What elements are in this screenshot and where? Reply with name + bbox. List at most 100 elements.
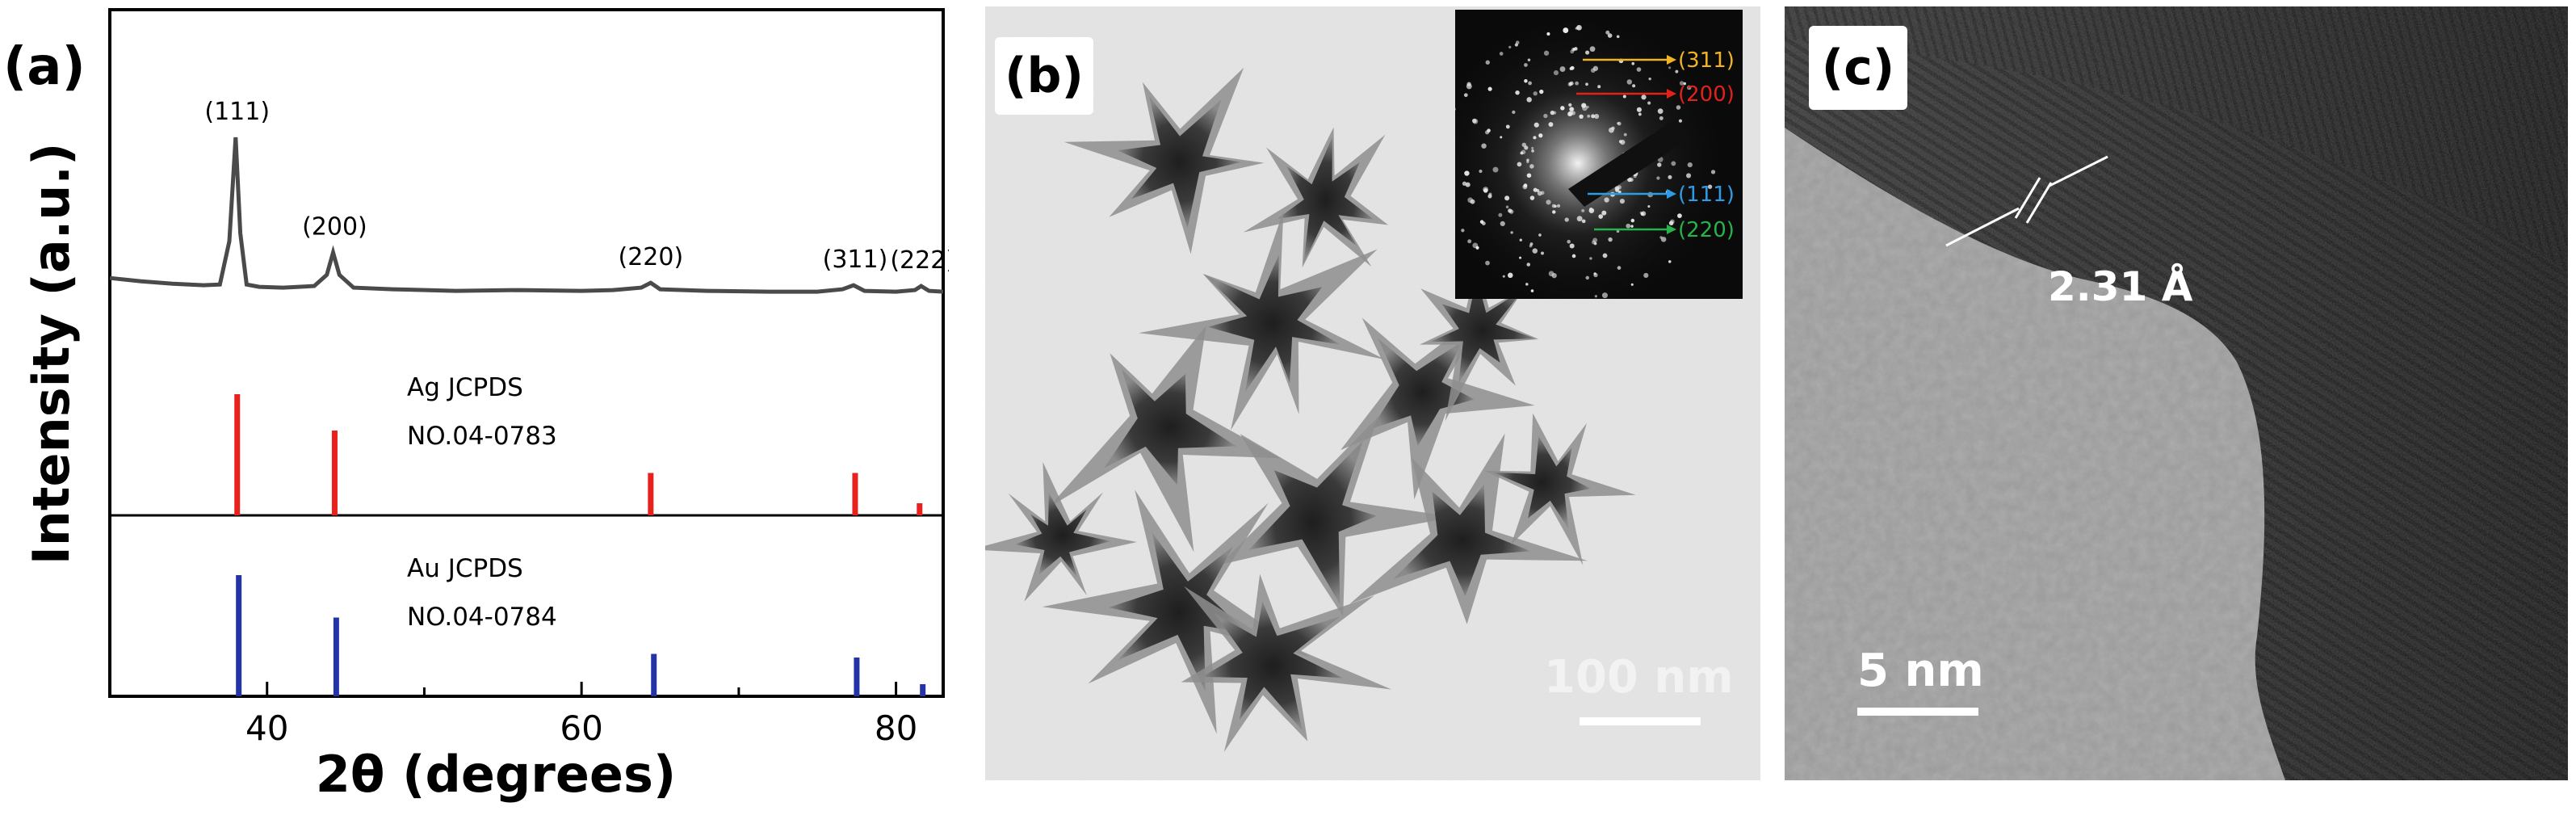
diffraction-spot bbox=[1647, 101, 1651, 105]
diffraction-spot bbox=[1668, 260, 1672, 263]
diffraction-spot bbox=[1527, 58, 1531, 61]
diffraction-spot bbox=[1500, 136, 1503, 139]
diffraction-spot bbox=[1648, 77, 1651, 81]
diffraction-spot bbox=[1576, 216, 1583, 222]
diffraction-spot bbox=[1483, 188, 1488, 193]
diffraction-spot bbox=[1515, 90, 1520, 95]
x-tick-label: 80 bbox=[875, 708, 917, 748]
diffraction-spot bbox=[1594, 295, 1597, 298]
panel-a-letter: (a) bbox=[3, 37, 86, 97]
reference-peak-bar bbox=[648, 473, 654, 515]
diffraction-spot bbox=[1479, 220, 1484, 224]
diffraction-spot bbox=[1533, 122, 1539, 128]
nanostar-core bbox=[1104, 369, 1236, 485]
diffraction-spot bbox=[1526, 160, 1529, 164]
diffraction-spot bbox=[1470, 199, 1475, 204]
diffraction-spot bbox=[1592, 240, 1596, 245]
diffraction-spot bbox=[1569, 81, 1574, 86]
diffraction-spot bbox=[1508, 208, 1512, 213]
diffraction-spot bbox=[1538, 233, 1542, 237]
diffraction-spot bbox=[1531, 149, 1534, 153]
nanostar-core bbox=[1277, 137, 1374, 263]
diffraction-spot bbox=[1623, 132, 1627, 137]
diffraction-spot bbox=[1508, 45, 1512, 48]
diffraction-spot bbox=[1551, 204, 1556, 208]
diffraction-spot bbox=[1581, 219, 1586, 224]
reference-peak-bar bbox=[852, 473, 858, 515]
diffraction-spot bbox=[1617, 190, 1622, 194]
diffraction-spot bbox=[1524, 78, 1528, 83]
plot-frame bbox=[108, 8, 945, 698]
diffraction-spot bbox=[1499, 52, 1504, 56]
diffraction-spot bbox=[1570, 107, 1575, 111]
diffraction-spot bbox=[1638, 112, 1642, 116]
diffraction-spot bbox=[1594, 114, 1600, 120]
reference-peak-bar bbox=[234, 394, 241, 515]
diffraction-spot bbox=[1556, 204, 1561, 208]
diffraction-spot bbox=[1546, 32, 1550, 36]
diffraction-spot bbox=[1604, 197, 1609, 203]
diffraction-spot bbox=[1585, 50, 1590, 55]
diffraction-spot bbox=[1678, 119, 1683, 123]
diffraction-spot bbox=[1485, 60, 1490, 65]
diffraction-spot bbox=[1543, 113, 1548, 119]
diffraction-spot bbox=[1523, 183, 1528, 187]
diffraction-spot bbox=[1505, 124, 1510, 129]
diffraction-spot bbox=[1570, 49, 1575, 54]
beam-stop bbox=[1568, 120, 1689, 207]
diffraction-spot bbox=[1598, 214, 1604, 219]
nanostar-core bbox=[1430, 277, 1536, 384]
x-tick-label: 60 bbox=[560, 708, 602, 748]
diffraction-spot bbox=[1571, 66, 1575, 69]
diffraction-spot bbox=[1597, 85, 1601, 89]
diffraction-spot bbox=[1591, 114, 1596, 119]
diffraction-spot bbox=[1536, 188, 1540, 193]
panel-b-scale-label: 100 nm bbox=[1544, 651, 1734, 704]
diffraction-spot bbox=[1587, 114, 1591, 118]
reference-peak-bar bbox=[236, 575, 242, 696]
diffraction-spot bbox=[1488, 192, 1492, 196]
diffraction-spot bbox=[1464, 170, 1470, 176]
ring-label: (220) bbox=[1678, 218, 1735, 242]
diffraction-spot bbox=[1498, 212, 1503, 217]
panel-b-letter: (b) bbox=[995, 37, 1093, 115]
diffraction-spot bbox=[1656, 176, 1660, 180]
nanostar-core bbox=[1393, 484, 1531, 597]
diffraction-spot bbox=[1710, 170, 1716, 174]
diffraction-spot bbox=[1668, 66, 1672, 69]
diffraction-spot bbox=[1532, 248, 1538, 254]
diffraction-spot bbox=[1548, 271, 1554, 277]
panel-c-hrtem-image: (c) 2.31 Å 5 nm bbox=[1785, 6, 2568, 780]
diffraction-spot bbox=[1630, 225, 1634, 228]
ring-label: (311) bbox=[1678, 48, 1735, 73]
nanostar-core bbox=[1493, 435, 1591, 529]
diffraction-spot bbox=[1630, 283, 1634, 286]
diffraction-spot bbox=[1671, 161, 1676, 166]
reference-peak-bar bbox=[917, 503, 923, 515]
diffraction-spot bbox=[1601, 210, 1607, 216]
reference-number: NO.04-0783 bbox=[407, 422, 557, 451]
diffraction-spot bbox=[1683, 82, 1687, 86]
diffraction-spot bbox=[1560, 106, 1565, 111]
panel-c-scale-label: 5 nm bbox=[1857, 645, 1984, 697]
diffraction-spot bbox=[1512, 110, 1516, 115]
diffraction-spot bbox=[1631, 61, 1635, 65]
diffraction-spot bbox=[1526, 97, 1532, 103]
diffraction-spot bbox=[1592, 65, 1599, 71]
diffraction-spot bbox=[1640, 212, 1644, 216]
diffraction-spot bbox=[1641, 95, 1647, 100]
diffraction-spot bbox=[1465, 182, 1471, 187]
diffraction-spot bbox=[1686, 173, 1692, 179]
diffraction-spot bbox=[1526, 263, 1531, 267]
diffraction-spot bbox=[1539, 89, 1544, 95]
diffraction-spot bbox=[1617, 266, 1622, 270]
diffraction-spot bbox=[1552, 111, 1557, 115]
diffraction-spot bbox=[1533, 136, 1537, 140]
nanostar-core bbox=[1202, 601, 1344, 730]
diffraction-spot bbox=[1659, 116, 1663, 120]
diffraction-spot bbox=[1524, 145, 1529, 150]
diffraction-spot bbox=[1588, 207, 1593, 212]
panel-c-letter: (c) bbox=[1809, 26, 1907, 110]
diffraction-spot bbox=[1529, 195, 1535, 200]
diffraction-spot bbox=[1636, 67, 1642, 72]
